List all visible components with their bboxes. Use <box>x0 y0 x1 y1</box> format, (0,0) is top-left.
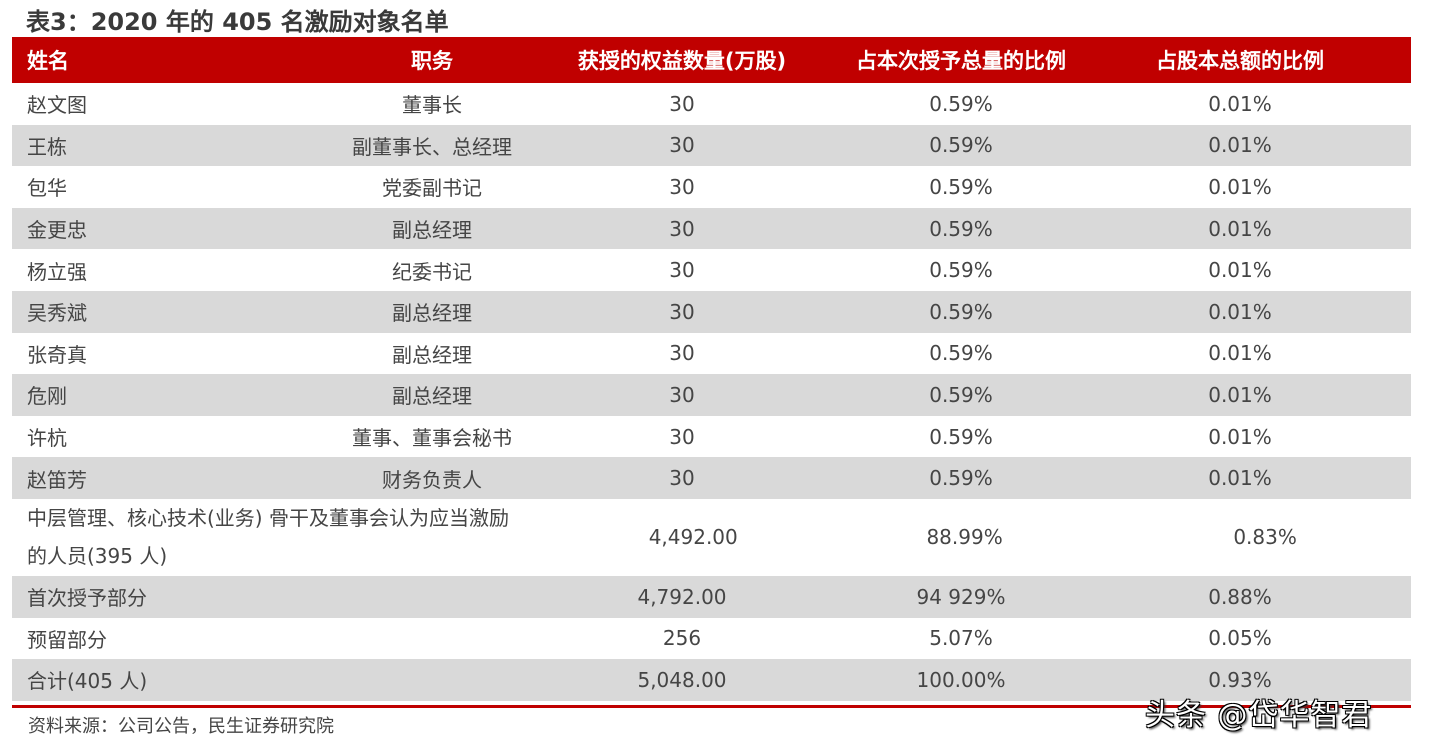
table-row: 吴秀斌 副总经理 30 0.59% 0.01% <box>12 290 1411 333</box>
cell-pct-capital: 0.01% <box>1208 299 1272 324</box>
header-shares: 获授的权益数量(万股) <box>577 49 787 73</box>
cell-shares: 4,792.00 <box>637 584 727 609</box>
cell-position: 副总经理 <box>392 342 472 367</box>
cell-pct-grant: 0.59% <box>929 382 993 407</box>
cell-shares: 30 <box>669 466 695 491</box>
cell-pct-capital: 0.01% <box>1208 382 1272 407</box>
header-pct-capital: 占股本总额的比例 <box>1156 49 1324 73</box>
source-note: 资料来源：公司公告，民生证券研究院 <box>28 716 334 737</box>
cell-pct-capital: 0.88% <box>1208 584 1272 609</box>
cell-pct-grant: 94 929% <box>916 584 1006 609</box>
table-row: 赵文图 董事长 30 0.59% 0.01% <box>12 83 1411 125</box>
cell-pct-capital: 0.01% <box>1208 341 1272 366</box>
cell-pct-capital: 0.93% <box>1208 667 1272 692</box>
cell-name: 危刚 <box>27 384 67 409</box>
cell-position: 财务负责人 <box>382 467 482 492</box>
cell-label: 中层管理、核心技术(业务) 骨干及董事会认为应当激励 的人员(395 人) <box>12 499 577 575</box>
cell-name: 赵笛芳 <box>27 467 87 492</box>
cell-shares: 30 <box>669 299 695 324</box>
header-position: 职务 <box>411 49 453 73</box>
cell-shares: 30 <box>669 258 695 283</box>
cell-pct-capital: 0.01% <box>1208 174 1272 199</box>
table-row: 危刚 副总经理 30 0.59% 0.01% <box>12 374 1411 416</box>
table-row: 许杭 董事、董事会秘书 30 0.59% 0.01% <box>12 416 1411 458</box>
cell-pct-grant: 0.59% <box>929 91 993 116</box>
cell-name: 许杭 <box>27 426 67 451</box>
cell-position: 董事长 <box>402 93 462 118</box>
cell-shares: 30 <box>669 91 695 116</box>
cell-pct-capital: 0.01% <box>1208 424 1272 449</box>
cell-shares: 30 <box>669 382 695 407</box>
cell-pct-grant: 0.59% <box>929 424 993 449</box>
cell-pct-grant: 100.00% <box>916 667 1006 692</box>
cell-pct-grant: 0.59% <box>929 341 993 366</box>
cell-pct-grant: 0.59% <box>929 466 993 491</box>
summary-row-middle-management: 中层管理、核心技术(业务) 骨干及董事会认为应当激励 的人员(395 人) 4,… <box>12 499 1411 576</box>
table-row: 金更忠 副总经理 30 0.59% 0.01% <box>12 207 1411 250</box>
cell-pct-grant: 0.59% <box>929 299 993 324</box>
cell-position: 党委副书记 <box>382 176 482 201</box>
table-row: 王栋 副董事长、总经理 30 0.59% 0.01% <box>12 124 1411 167</box>
summary-row-first-grant: 首次授予部分 4,792.00 94 929% 0.88% <box>12 575 1411 618</box>
table-header: 姓名 职务 获授的权益数量(万股) 占本次授予总量的比例 占股本总额的比例 <box>12 37 1411 83</box>
cell-name: 杨立强 <box>27 259 87 284</box>
table-bottom-rule <box>12 705 1411 708</box>
cell-shares: 30 <box>669 341 695 366</box>
cell-label-line1: 中层管理、核心技术(业务) 骨干及董事会认为应当激励 <box>27 506 509 531</box>
cell-name: 赵文图 <box>27 93 87 118</box>
table-row: 杨立强 纪委书记 30 0.59% 0.01% <box>12 249 1411 291</box>
cell-position: 副总经理 <box>392 218 472 243</box>
cell-pct-grant: 5.07% <box>929 626 993 651</box>
cell-label: 合计(405 人) <box>27 669 148 694</box>
cell-pct-capital: 0.01% <box>1208 258 1272 283</box>
cell-label: 预留部分 <box>27 627 107 652</box>
cell-shares: 5,048.00 <box>637 667 727 692</box>
cell-pct-capital: 0.83% <box>1233 525 1297 550</box>
cell-position: 纪委书记 <box>392 259 472 284</box>
cell-shares: 256 <box>662 626 702 651</box>
cell-name: 金更忠 <box>27 218 87 243</box>
cell-shares: 30 <box>669 133 695 158</box>
watermark: 头条 @岱华智君 <box>1145 698 1373 733</box>
cell-name: 包华 <box>27 176 67 201</box>
cell-position: 董事、董事会秘书 <box>352 426 512 451</box>
cell-label-line2: 的人员(395 人) <box>27 544 168 569</box>
table-row: 包华 党委副书记 30 0.59% 0.01% <box>12 166 1411 208</box>
header-name: 姓名 <box>27 49 69 73</box>
table-row: 赵笛芳 财务负责人 30 0.59% 0.01% <box>12 457 1411 499</box>
cell-pct-grant: 0.59% <box>929 133 993 158</box>
cell-pct-capital: 0.01% <box>1208 133 1272 158</box>
cell-pct-capital: 0.01% <box>1208 466 1272 491</box>
cell-pct-capital: 0.05% <box>1208 626 1272 651</box>
cell-pct-capital: 0.01% <box>1208 91 1272 116</box>
table-title: 表3：2020 年的 405 名激励对象名单 <box>26 8 449 36</box>
cell-label: 首次授予部分 <box>27 586 147 611</box>
cell-shares: 4,492.00 <box>648 525 738 550</box>
cell-position: 副总经理 <box>392 301 472 326</box>
cell-position: 副董事长、总经理 <box>352 134 512 159</box>
cell-pct-capital: 0.01% <box>1208 216 1272 241</box>
table-row: 张奇真 副总经理 30 0.59% 0.01% <box>12 333 1411 375</box>
summary-row-total: 合计(405 人) 5,048.00 100.00% 0.93% <box>12 659 1411 701</box>
cell-position: 副总经理 <box>392 384 472 409</box>
cell-name: 吴秀斌 <box>27 301 87 326</box>
cell-shares: 30 <box>669 216 695 241</box>
cell-pct-grant: 0.59% <box>929 174 993 199</box>
cell-shares: 30 <box>669 424 695 449</box>
cell-name: 张奇真 <box>27 342 87 367</box>
cell-name: 王栋 <box>27 134 67 159</box>
header-pct-grant: 占本次授予总量的比例 <box>856 49 1066 73</box>
cell-pct-grant: 88.99% <box>926 525 1003 550</box>
summary-row-reserved: 预留部分 256 5.07% 0.05% <box>12 618 1411 660</box>
cell-pct-grant: 0.59% <box>929 258 993 283</box>
cell-shares: 30 <box>669 174 695 199</box>
incentive-recipients-table: 姓名 职务 获授的权益数量(万股) 占本次授予总量的比例 占股本总额的比例 赵文… <box>12 37 1411 701</box>
cell-pct-grant: 0.59% <box>929 216 993 241</box>
